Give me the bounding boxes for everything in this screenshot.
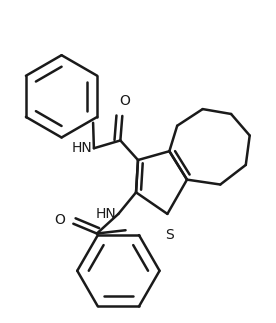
Text: S: S bbox=[165, 228, 174, 242]
Text: HN: HN bbox=[96, 207, 116, 221]
Text: O: O bbox=[119, 94, 130, 108]
Text: HN: HN bbox=[71, 141, 92, 155]
Text: O: O bbox=[55, 213, 65, 227]
